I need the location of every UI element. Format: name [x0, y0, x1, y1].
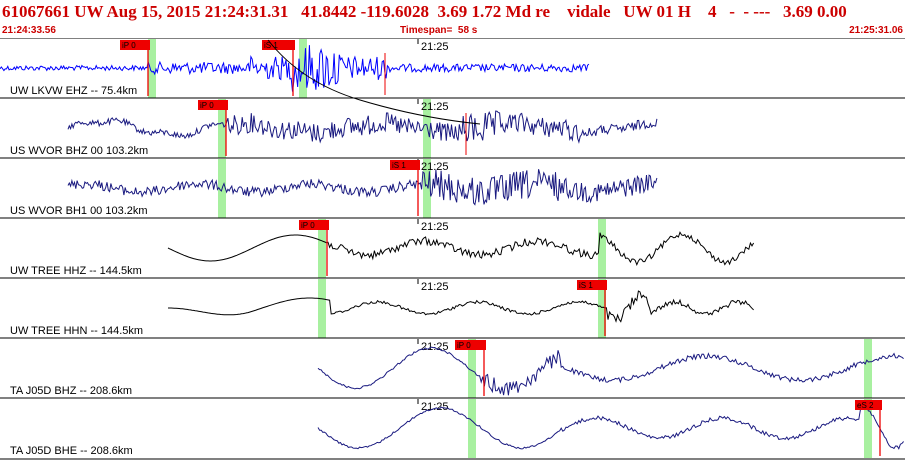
waveform-trace[interactable] [67, 110, 658, 144]
seismogram-header: 61067661 UW Aug 15, 2015 21:24:31.31 41.… [0, 0, 905, 38]
pick-flag[interactable] [855, 400, 882, 410]
pick-window [218, 99, 226, 158]
pick-window [864, 399, 872, 458]
start-time-label: 21:24:33.56 [2, 25, 56, 36]
pick-flag[interactable] [120, 40, 150, 50]
channel-label: UW LKVW EHZ -- 75.4km [10, 85, 137, 97]
pick-flag[interactable] [577, 280, 607, 290]
channel-label: TA J05D BHE -- 208.6km [10, 445, 133, 457]
channel-label: US WVOR BH1 00 103.2km [10, 205, 148, 217]
pick-flag[interactable] [455, 340, 486, 350]
waveform-trace[interactable] [317, 406, 904, 450]
pick-window [318, 279, 326, 338]
pick-flag-label: iS 1 [392, 161, 406, 170]
seismogram-panels[interactable]: 21:25 iP 0 iS 1 UW LKVW EHZ -- 75.4km 21:25 i… [0, 38, 905, 460]
pick-flag-label: iS 1 [579, 281, 593, 290]
pick-flag-label: iP 0 [122, 41, 136, 50]
time-label: 21:25 [421, 161, 449, 173]
pick-flag-label: iP 0 [200, 101, 214, 110]
pick-window [864, 339, 872, 398]
pick-window [423, 159, 431, 218]
pick-flag[interactable] [198, 100, 228, 110]
end-time-label: 21:25:31.06 [849, 25, 903, 36]
time-label: 21:25 [421, 41, 449, 53]
channel-label: UW TREE HHN -- 144.5km [10, 325, 143, 337]
timespan-label: Timespan= 58 s [400, 25, 478, 36]
pick-flag-label: eS 2 [857, 401, 874, 410]
waveform-trace[interactable] [67, 169, 658, 206]
pick-window [318, 219, 326, 278]
channel-label: TA J05D BHZ -- 208.6km [10, 385, 132, 397]
pick-flag-label: iP 0 [457, 341, 471, 350]
channel-label: US WVOR BHZ 00 103.2km [10, 145, 148, 157]
channel-label: UW TREE HHZ -- 144.5km [10, 265, 142, 277]
pick-flag-label: iP 0 [301, 221, 315, 230]
pick-window [148, 39, 156, 98]
pick-flag[interactable] [262, 40, 295, 50]
pick-flag[interactable] [299, 220, 329, 230]
waveform-trace[interactable] [317, 346, 904, 396]
waveform-trace[interactable] [0, 45, 590, 92]
pick-window [598, 279, 606, 338]
moveout-curve [267, 39, 481, 125]
pick-flag[interactable] [390, 160, 420, 170]
pick-window [423, 99, 431, 158]
time-label: 21:25 [421, 341, 449, 353]
pick-window [299, 39, 307, 98]
pick-window [468, 399, 476, 458]
time-label: 21:25 [421, 221, 449, 233]
pick-flag-label: iS 1 [264, 41, 278, 50]
pick-window [468, 339, 476, 398]
pick-window [598, 219, 606, 278]
waveform-trace[interactable] [168, 290, 754, 323]
event-summary-title: 61067661 UW Aug 15, 2015 21:24:31.31 41.… [2, 2, 847, 21]
waveform-trace[interactable] [167, 231, 755, 267]
time-label: 21:25 [421, 101, 449, 113]
time-label: 21:25 [421, 281, 449, 293]
